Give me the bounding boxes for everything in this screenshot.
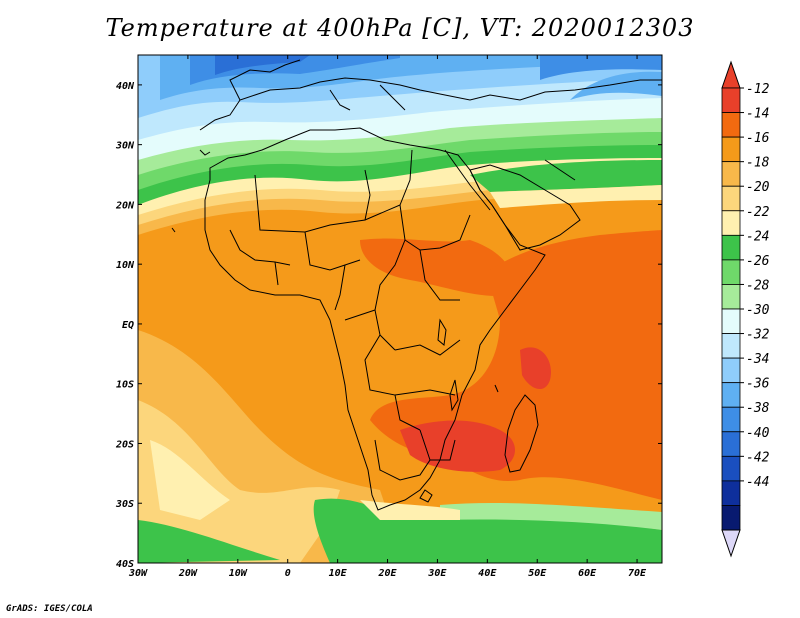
colorbar-swatch (721, 234, 741, 261)
lat-tick-label: 30N (115, 141, 135, 152)
temperature-field (138, 55, 662, 563)
footer-credit: GrADS: IGES/COLA (6, 604, 93, 614)
lat-tick-label: 20S (115, 439, 134, 450)
lon-tick-label: 20E (377, 568, 397, 579)
colorbar-swatch (721, 210, 741, 236)
colorbar-swatch (721, 259, 741, 285)
colorbar-swatch (721, 284, 741, 310)
colorbar-swatch (721, 136, 741, 163)
lon-tick-label: 30E (427, 568, 447, 579)
colorbar-label: -14 (746, 107, 769, 122)
lon-tick-label: 60E (578, 568, 597, 579)
colorbar-swatch (721, 333, 741, 359)
colorbar-bottom-arrow (721, 529, 741, 558)
colorbar-label: -38 (746, 401, 770, 416)
map-frame (137, 54, 663, 564)
colorbar-swatch (721, 357, 741, 384)
colorbar-label: -30 (746, 303, 770, 318)
colorbar-swatch (721, 505, 741, 531)
colorbar-label: -16 (746, 131, 770, 146)
colorbar-swatch (721, 455, 741, 482)
colorbar-label: -36 (746, 377, 770, 392)
lat-tick-label: 10S (116, 380, 134, 391)
colorbar-label: -28 (746, 278, 770, 293)
lat-tick-label: 30S (115, 499, 134, 510)
lon-tick-label: 10E (329, 568, 348, 579)
colorbar-swatch (721, 87, 741, 113)
lon-tick-label: 30W (128, 568, 148, 579)
colorbar-swatch (721, 308, 741, 334)
colorbar-label: -32 (746, 328, 770, 343)
colorbar-swatch (721, 406, 741, 433)
colorbar-label: -44 (746, 475, 769, 490)
colorbar-swatch (721, 161, 741, 187)
colorbar-label: -20 (746, 180, 770, 195)
colorbar-top-arrow (721, 60, 741, 89)
chart-title: Temperature at 400hPa [C], VT: 202001230… (105, 14, 695, 42)
colorbar-label: -34 (746, 352, 769, 367)
colorbar-label: -22 (746, 205, 770, 220)
colorbar-label: -40 (746, 426, 770, 441)
lon-tick-label: 70E (628, 568, 647, 579)
colorbar-swatch (721, 431, 741, 457)
colorbar-label: -24 (746, 229, 769, 244)
colorbar-label: -26 (746, 254, 770, 269)
lon-tick-label: 50E (528, 568, 547, 579)
lat-tick-label: EQ (122, 320, 134, 331)
lon-tick-label: 0 (285, 568, 291, 579)
lat-tick-label: 20N (115, 200, 135, 211)
lon-tick-label: 40E (478, 568, 497, 579)
colorbar: -12 -14 -16 -18 -20 -22 -24 -26 -28 -30 -32 -34 -36 -… (721, 60, 770, 558)
colorbar-label: -12 (746, 82, 770, 97)
lat-tick-label: 40N (116, 81, 135, 92)
lon-tick-label: 20W (178, 568, 198, 579)
lon-tick-label: 10W (229, 568, 248, 579)
coastlines (171, 59, 662, 511)
colorbar-label: -42 (746, 450, 770, 465)
colorbar-swatch (721, 480, 741, 506)
colorbar-swatch (721, 112, 741, 138)
lat-tick-label: 10N (116, 260, 135, 271)
colorbar-swatch (721, 382, 741, 408)
lat-tick-label: 40S (116, 559, 134, 570)
colorbar-swatch (721, 185, 741, 212)
colorbar-label: -18 (746, 156, 770, 171)
